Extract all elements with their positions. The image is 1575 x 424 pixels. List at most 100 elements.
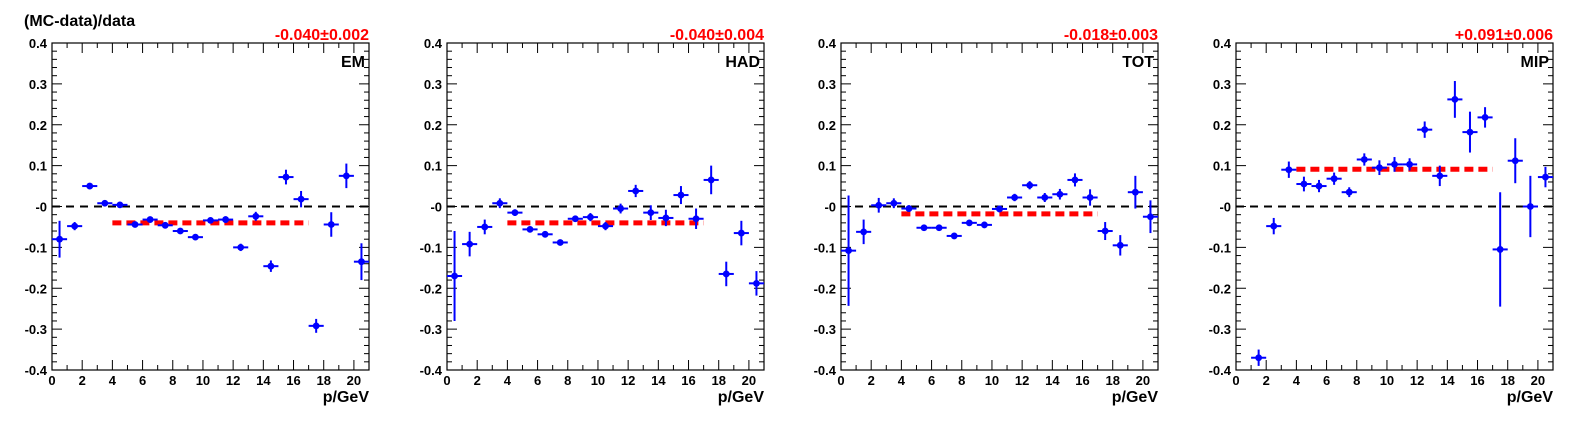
data-point <box>552 239 568 246</box>
x-tick-label: 0 <box>837 373 844 388</box>
data-point <box>673 186 689 205</box>
point-marker <box>1255 354 1263 362</box>
point-marker <box>297 195 305 203</box>
x-tick-label: 12 <box>1410 373 1424 388</box>
x-tick-label: 4 <box>898 373 906 388</box>
x-tick-label: 2 <box>474 373 481 388</box>
panel-tot: -0.4 -0.3 -0.2 -0.1 -0 0.1 0.2 0.3 0.4 0 2 4 6 8 10 12 1… <box>814 27 1159 406</box>
y-tick-label: -0.1 <box>25 240 47 255</box>
point-marker <box>662 214 670 222</box>
data-point <box>537 230 553 238</box>
data-point <box>628 184 644 198</box>
point-marker <box>692 215 700 223</box>
x-axis-title: p/GeV <box>1507 389 1554 406</box>
data-point <box>1341 187 1357 198</box>
point-marker <box>56 235 63 243</box>
data-point <box>613 203 629 214</box>
data-point <box>127 221 143 228</box>
x-axis-title: p/GeV <box>1112 389 1159 406</box>
point-marker <box>632 187 640 195</box>
point-marker <box>1086 194 1094 201</box>
data-point <box>1356 153 1372 166</box>
x-tick-label: 10 <box>196 373 210 388</box>
data-point <box>1326 172 1342 185</box>
data-point <box>1311 179 1327 193</box>
data-point <box>643 205 659 220</box>
x-tick-label: 16 <box>1470 373 1484 388</box>
data-point <box>248 211 264 221</box>
point-marker <box>511 209 519 217</box>
fit-value-label: -0.040±0.004 <box>670 27 764 44</box>
point-marker <box>1511 157 1519 165</box>
data-point <box>976 221 992 229</box>
data-point <box>353 243 369 281</box>
point-marker <box>1116 241 1124 249</box>
x-tick-label: 2 <box>1263 373 1270 388</box>
data-point <box>1462 111 1478 153</box>
data-point <box>507 209 523 217</box>
point-marker <box>602 222 609 230</box>
x-tick-label: 18 <box>711 373 725 388</box>
point-marker <box>1071 176 1079 184</box>
point-marker <box>267 262 275 270</box>
data-point <box>142 216 158 223</box>
x-tick-label: 18 <box>1105 373 1119 388</box>
data-point <box>1492 192 1508 307</box>
point-marker <box>496 199 504 207</box>
point-marker <box>541 230 549 238</box>
data-point <box>1447 81 1463 118</box>
data-point <box>1251 349 1267 366</box>
panel-mip: -0.4 -0.3 -0.2 -0.1 -0 0.1 0.2 0.3 0.4 0 2 4 6 8 10 12 1… <box>1209 27 1554 406</box>
point-marker <box>1330 175 1338 183</box>
y-tick-label: 0.2 <box>424 118 442 133</box>
data-point <box>658 209 674 227</box>
data-point <box>1082 189 1098 206</box>
panel-label: MIP <box>1521 54 1550 71</box>
y-tick-label: -0.4 <box>1209 363 1232 378</box>
point-marker <box>875 201 883 209</box>
x-tick-label: 4 <box>1293 373 1301 388</box>
y-tick-label: -0.3 <box>814 322 836 337</box>
x-tick-label: 0 <box>1232 373 1239 388</box>
point-marker <box>222 216 229 223</box>
point-marker <box>1285 166 1293 174</box>
data-point <box>703 165 719 195</box>
x-tick-label: 10 <box>591 373 605 388</box>
point-marker <box>161 221 169 229</box>
point-marker <box>327 221 335 228</box>
data-point <box>961 219 977 227</box>
point-marker <box>1496 246 1504 253</box>
panel-label: HAD <box>725 54 760 71</box>
data-point <box>492 198 508 209</box>
y-tick-label: 0.1 <box>818 159 836 174</box>
y-tick-label: 0.3 <box>424 77 442 92</box>
data-point <box>916 224 932 232</box>
data-point <box>1432 165 1448 187</box>
x-tick-label: 12 <box>226 373 240 388</box>
point-marker <box>677 191 685 199</box>
x-tick-label: 0 <box>443 373 450 388</box>
point-marker <box>935 224 943 232</box>
point-marker <box>207 216 214 224</box>
point-marker <box>1376 164 1383 172</box>
y-tick-label: -0 <box>824 200 836 215</box>
data-point <box>931 224 947 232</box>
x-tick-label: 2 <box>868 373 875 388</box>
data-point <box>1522 175 1538 238</box>
panel-had: -0.4 -0.3 -0.2 -0.1 -0 0.1 0.2 0.3 0.4 0 2 4 6 8 10 12 1… <box>420 27 765 406</box>
y-tick-label: -0 <box>35 200 47 215</box>
x-tick-label: 0 <box>48 373 55 388</box>
point-marker <box>965 219 973 227</box>
point-marker <box>753 279 760 287</box>
point-marker <box>86 182 94 190</box>
data-point <box>1007 193 1023 202</box>
data-point <box>856 219 872 245</box>
point-marker <box>1026 181 1034 189</box>
point-marker <box>647 209 655 217</box>
data-point <box>97 199 113 207</box>
point-marker <box>237 243 245 251</box>
x-tick-label: 2 <box>79 373 86 388</box>
data-point <box>901 205 917 212</box>
